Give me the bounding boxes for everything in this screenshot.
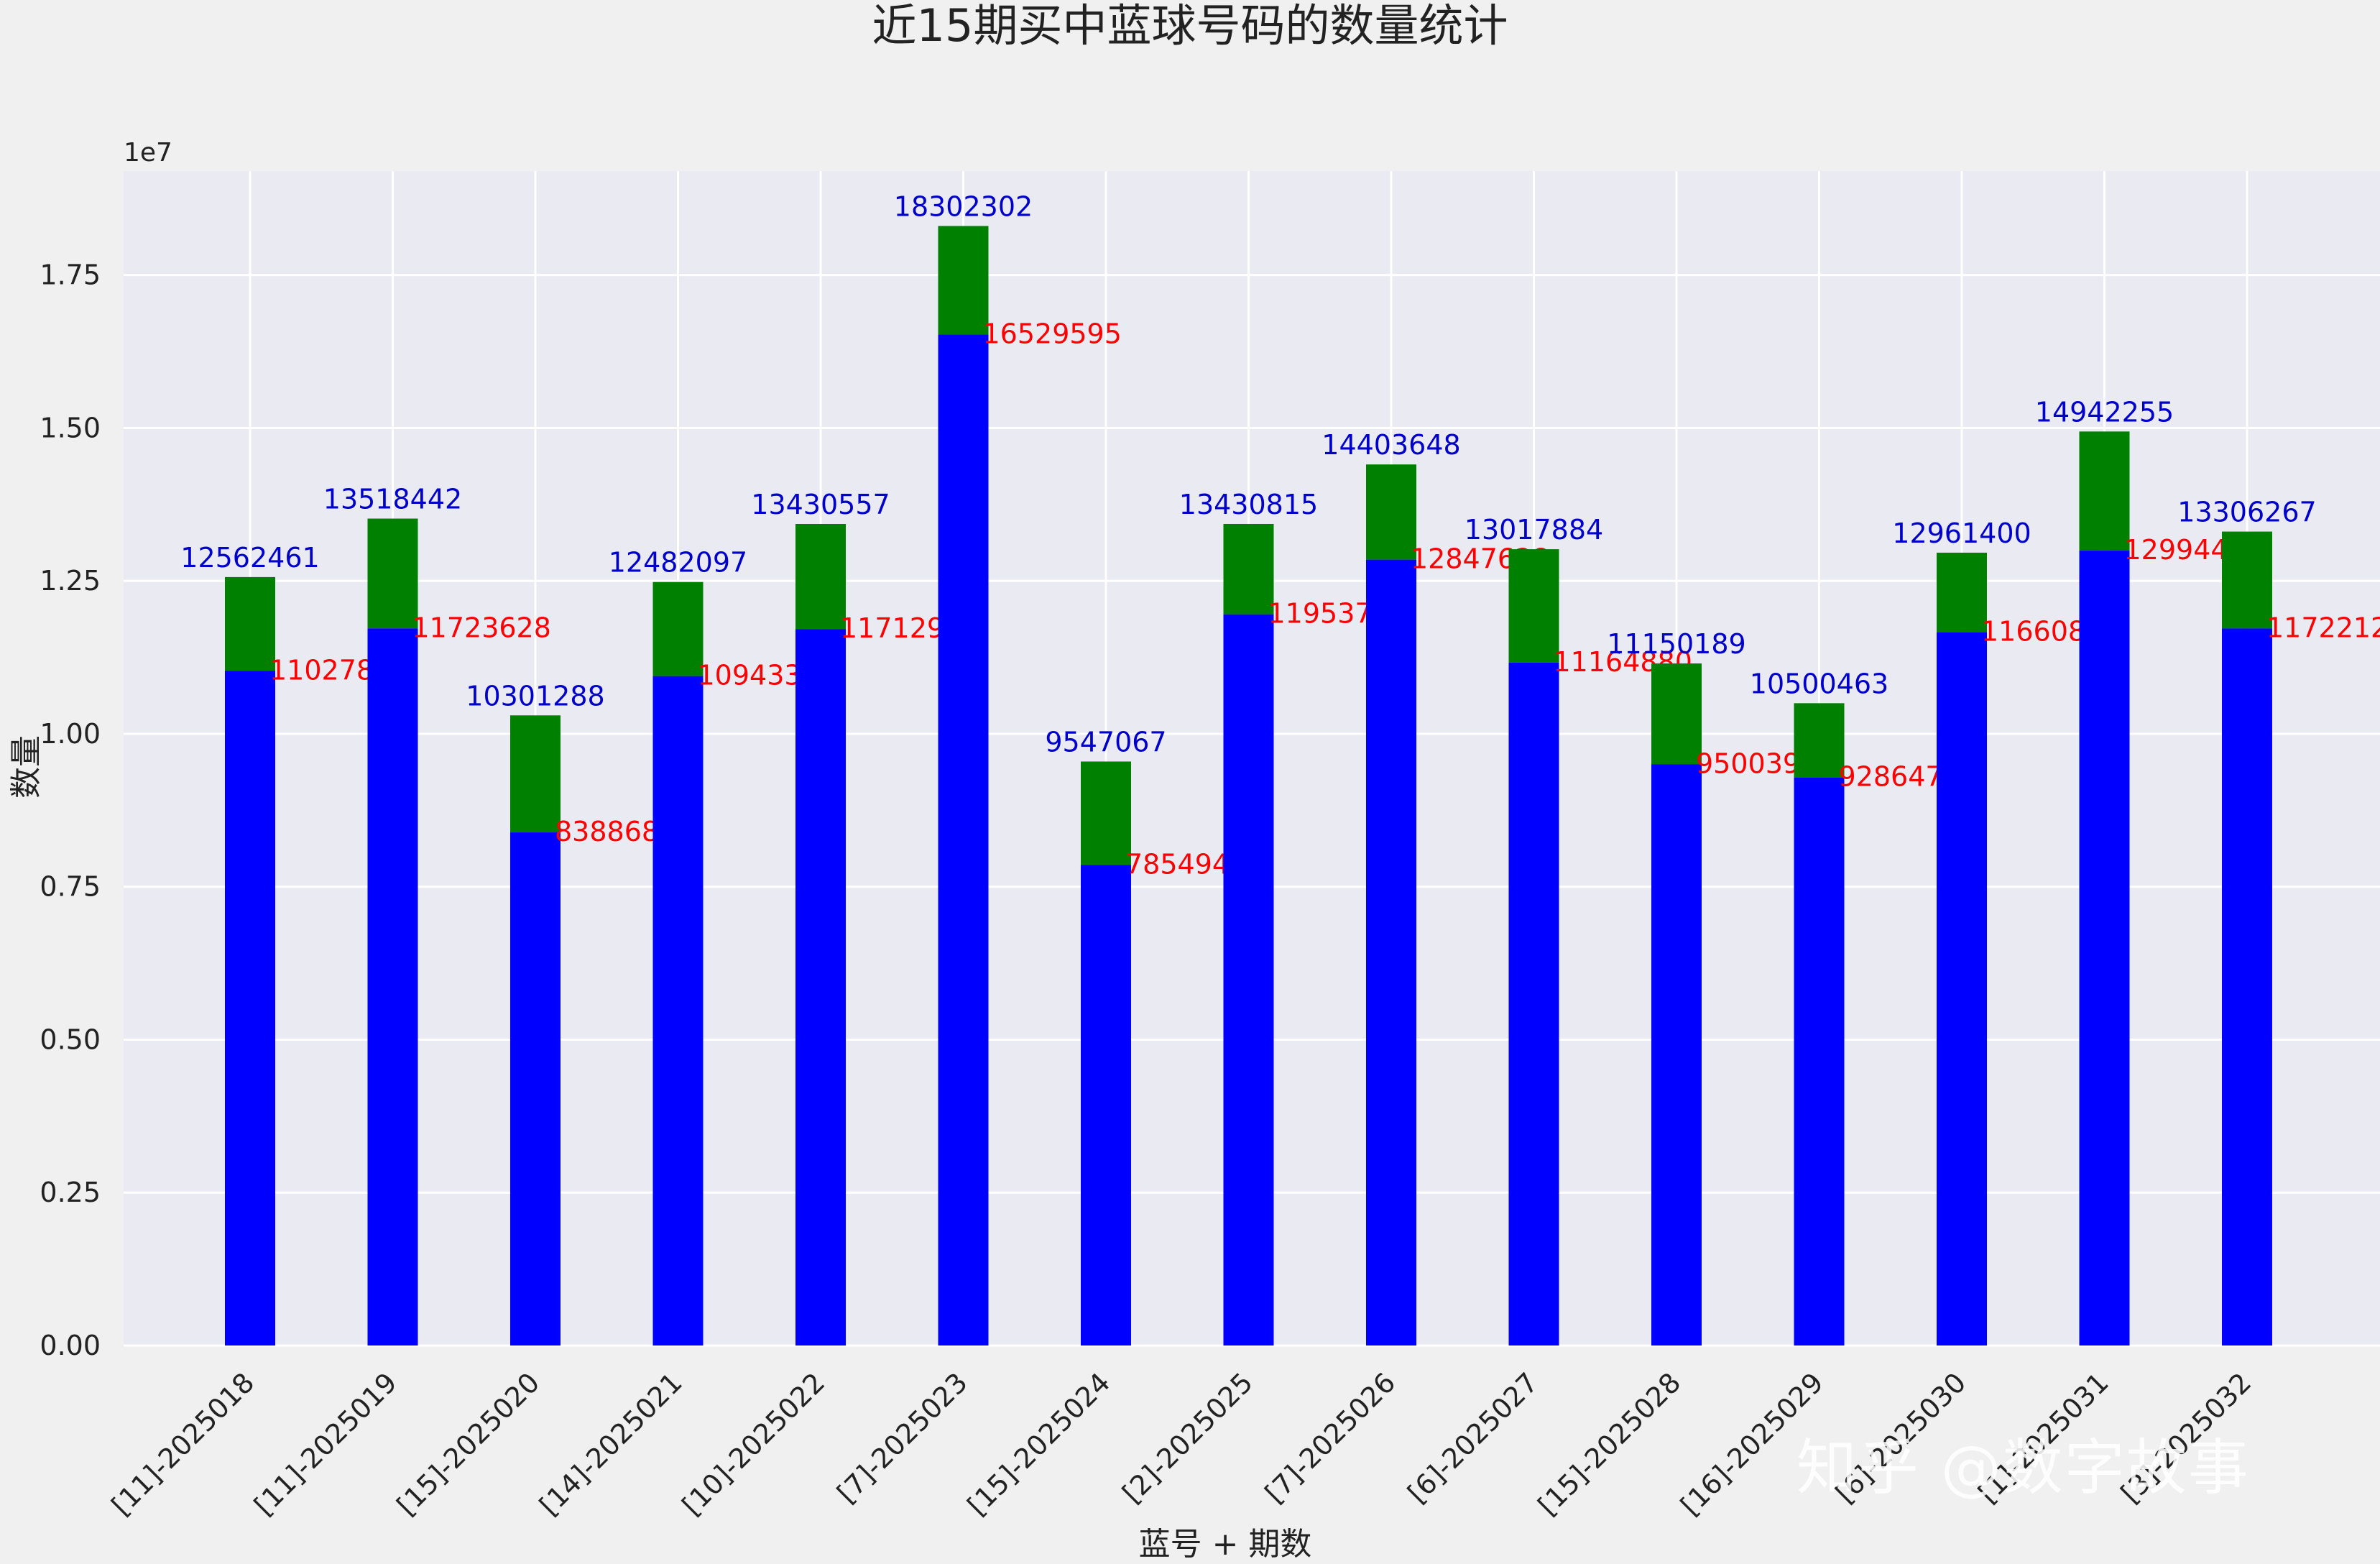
bar-total-segment — [652, 581, 704, 676]
bar-total-segment — [795, 524, 846, 630]
bar-base-segment — [1651, 764, 1702, 1346]
x-tick-label: [15]-2025028 — [1532, 1366, 1687, 1522]
data-label-base: 16529595 — [983, 318, 1122, 349]
watermark: 知乎 @数字故事 — [1796, 1432, 2250, 1503]
data-label-total: 13430557 — [751, 489, 890, 520]
bar-base-segment — [795, 629, 846, 1346]
x-tick-label: [7]-2025026 — [1259, 1366, 1402, 1509]
y-tick-label: 1.25 — [40, 565, 101, 597]
bar-total-segment — [225, 576, 275, 671]
y-tick-label: 1.50 — [40, 412, 101, 443]
bar-base-segment — [1366, 559, 1416, 1346]
x-tick-label: [14]-2025021 — [533, 1366, 688, 1522]
y-tick-label: 1.00 — [40, 718, 101, 750]
data-label-base: 11722123 — [2266, 612, 2380, 643]
bar-base-segment — [510, 832, 561, 1346]
data-label-total: 10500463 — [1750, 668, 1888, 699]
x-tick-label: [7]-2025023 — [831, 1366, 974, 1509]
y-axis-exponent: 1e7 — [124, 138, 172, 167]
bar-base-segment — [1508, 662, 1559, 1346]
bar-total-segment — [1794, 703, 1845, 778]
data-label-base: 11723628 — [412, 612, 551, 643]
bar-total-segment — [938, 226, 989, 335]
data-label-total: 13430815 — [1179, 489, 1318, 520]
x-tick-label: [6]-2025027 — [1401, 1366, 1544, 1509]
bar-base-segment — [367, 628, 418, 1346]
data-label-total: 10301288 — [466, 680, 604, 712]
bar-total-segment — [367, 518, 418, 629]
bar-base-segment — [938, 334, 989, 1346]
bar-total-segment — [1508, 549, 1559, 663]
bar-base-segment — [2222, 628, 2272, 1346]
data-label-total: 13518442 — [323, 484, 462, 515]
bar-base-segment — [1223, 614, 1274, 1346]
x-tick-label: [10]-2025022 — [676, 1366, 831, 1522]
bar-base-segment — [652, 676, 704, 1346]
bar-base-segment — [225, 671, 275, 1346]
bar-total-segment — [2079, 431, 2130, 551]
data-label-total: 13017884 — [1465, 514, 1603, 546]
x-tick-label: [2]-2025025 — [1116, 1366, 1259, 1509]
y-tick-label: 0.75 — [40, 871, 101, 903]
bar-base-segment — [2079, 551, 2130, 1346]
data-label-total: 13306267 — [2177, 497, 2316, 528]
y-tick-label: 0.50 — [40, 1024, 101, 1055]
x-tick-label: [11]-2025018 — [106, 1366, 261, 1522]
bar-total-segment — [1366, 464, 1416, 560]
data-label-total: 18302302 — [894, 190, 1033, 222]
x-tick-label: [11]-2025019 — [248, 1366, 403, 1522]
x-tick-label: [15]-2025020 — [391, 1366, 546, 1522]
data-label-total: 12961400 — [1892, 518, 2031, 549]
data-label-total: 14403648 — [1322, 429, 1460, 461]
y-tick-label: 0.00 — [40, 1330, 101, 1361]
bar-total-segment — [510, 715, 561, 833]
bar-total-segment — [2222, 531, 2272, 629]
bar-base-segment — [1794, 777, 1845, 1346]
chart-title: 近15期买中蓝球号码的数量统计 — [872, 0, 1508, 52]
bar-base-segment — [1081, 865, 1131, 1346]
data-label-total: 14942255 — [2035, 396, 2174, 428]
data-label-total: 11150189 — [1607, 628, 1745, 660]
bar-total-segment — [1651, 663, 1702, 765]
bar-total-segment — [1081, 761, 1131, 865]
x-tick-label: [15]-2025024 — [961, 1366, 1117, 1522]
data-label-total: 9547067 — [1045, 727, 1166, 758]
data-label-total: 12482097 — [609, 547, 747, 579]
y-tick-label: 1.75 — [40, 259, 101, 291]
bar-total-segment — [1223, 523, 1274, 615]
bar-base-segment — [1937, 632, 1987, 1346]
y-tick-label: 0.25 — [40, 1177, 101, 1208]
bar-total-segment — [1937, 552, 1987, 632]
data-label-total: 12562461 — [180, 542, 319, 574]
